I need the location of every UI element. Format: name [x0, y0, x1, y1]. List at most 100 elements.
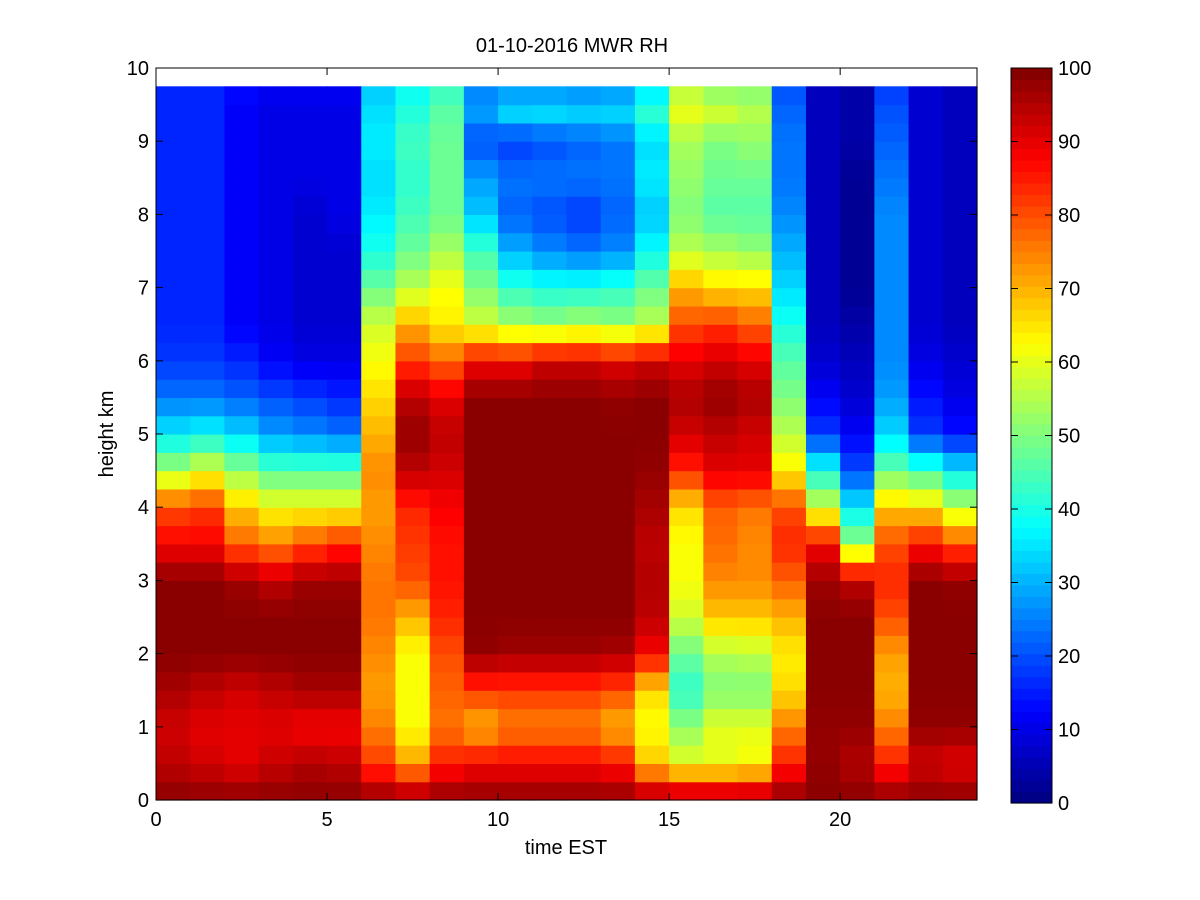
- heatmap-cell: [634, 543, 670, 563]
- heatmap-cell: [634, 342, 670, 362]
- heatmap-cell: [190, 525, 226, 545]
- heatmap-cell: [908, 726, 944, 746]
- heatmap-cell: [942, 690, 978, 710]
- heatmap-cell: [190, 305, 226, 325]
- colorbar-swatch: [1011, 113, 1052, 127]
- heatmap-cell: [908, 543, 944, 563]
- heatmap-cell: [395, 562, 431, 581]
- heatmap-cell: [805, 726, 841, 746]
- heatmap-cell: [224, 708, 260, 728]
- heatmap-cell: [634, 122, 670, 142]
- heatmap-cell: [190, 397, 226, 417]
- heatmap-cell: [190, 580, 226, 600]
- heatmap-cell: [258, 379, 294, 398]
- heatmap-cell: [395, 525, 431, 545]
- heatmap-cell: [771, 342, 807, 362]
- heatmap-cell: [156, 122, 191, 142]
- heatmap-cell: [327, 635, 362, 655]
- colorbar-swatch: [1011, 297, 1052, 310]
- heatmap-cell: [498, 726, 533, 746]
- heatmap-cell: [908, 214, 944, 234]
- heatmap-cell: [840, 470, 875, 490]
- heatmap-cell: [292, 397, 328, 417]
- heatmap-cell: [805, 763, 841, 783]
- colorbar-tick-label: 40: [1058, 499, 1080, 521]
- heatmap-cell: [669, 543, 704, 563]
- colorbar-swatch: [1011, 561, 1052, 574]
- heatmap-cell: [224, 781, 260, 801]
- heatmap-cell: [600, 232, 636, 252]
- heatmap-cell: [463, 104, 499, 124]
- heatmap-cell: [840, 269, 875, 289]
- heatmap-cell: [292, 617, 328, 636]
- colorbar-tick-label: 60: [1058, 352, 1080, 374]
- heatmap-cell: [258, 580, 294, 600]
- heatmap-cell: [942, 177, 978, 197]
- heatmap-cell: [908, 86, 944, 106]
- heatmap-cell: [566, 379, 602, 398]
- heatmap-cell: [361, 580, 397, 600]
- heatmap-cell: [805, 269, 841, 289]
- heatmap-cell: [771, 269, 807, 289]
- heatmap-cell: [429, 470, 465, 490]
- heatmap-cell: [463, 580, 499, 600]
- heatmap-cell: [156, 671, 191, 691]
- heatmap-cell: [190, 342, 226, 362]
- heatmap-cell: [224, 763, 260, 783]
- colorbar-swatch: [1011, 527, 1052, 540]
- heatmap-cell: [532, 86, 568, 106]
- heatmap-cells: [156, 86, 978, 801]
- heatmap-cell: [498, 415, 533, 435]
- heatmap-cell: [634, 452, 670, 472]
- heatmap-cell: [190, 104, 226, 124]
- heatmap-cell: [874, 562, 910, 581]
- heatmap-cell: [361, 763, 397, 783]
- heatmap-cell: [874, 397, 910, 417]
- heatmap-cell: [190, 379, 226, 398]
- heatmap-cell: [634, 196, 670, 215]
- heatmap-cell: [566, 177, 602, 197]
- heatmap-cell: [566, 507, 602, 527]
- heatmap-cell: [942, 86, 978, 106]
- heatmap-cell: [361, 617, 397, 636]
- heatmap-cell: [258, 452, 294, 472]
- heatmap-cell: [532, 598, 568, 618]
- x-tick-label: 10: [487, 809, 509, 831]
- heatmap-cell: [737, 214, 773, 234]
- heatmap-cell: [429, 562, 465, 581]
- heatmap-cell: [190, 543, 226, 563]
- heatmap-cell: [361, 726, 397, 746]
- heatmap-cell: [669, 653, 704, 673]
- heatmap-cell: [429, 287, 465, 307]
- heatmap-cell: [771, 671, 807, 691]
- heatmap-cell: [771, 305, 807, 325]
- heatmap-cell: [840, 507, 875, 527]
- heatmap-cell: [805, 342, 841, 362]
- heatmap-cell: [258, 86, 294, 106]
- heatmap-cell: [874, 580, 910, 600]
- heatmap-cell: [156, 177, 191, 197]
- heatmap-cell: [805, 122, 841, 142]
- colorbar-swatch: [1011, 182, 1052, 195]
- heatmap-cell: [737, 324, 773, 344]
- heatmap-cell: [908, 525, 944, 545]
- heatmap-cell: [737, 653, 773, 673]
- heatmap-cell: [840, 488, 875, 508]
- colorbar-swatch: [1011, 228, 1052, 241]
- heatmap-cell: [805, 324, 841, 344]
- heatmap-cell: [874, 635, 910, 655]
- heatmap-cell: [327, 214, 362, 234]
- heatmap-cell: [805, 434, 841, 453]
- heatmap-cell: [737, 452, 773, 472]
- heatmap-cell: [532, 763, 568, 783]
- heatmap-cell: [634, 159, 670, 179]
- heatmap-cell: [840, 434, 875, 453]
- heatmap-cell: [156, 635, 191, 655]
- heatmap-cell: [327, 141, 362, 161]
- heatmap-cell: [566, 781, 602, 801]
- heatmap-cell: [463, 543, 499, 563]
- heatmap-cell: [840, 196, 875, 215]
- heatmap-cell: [498, 562, 533, 581]
- heatmap-cell: [566, 653, 602, 673]
